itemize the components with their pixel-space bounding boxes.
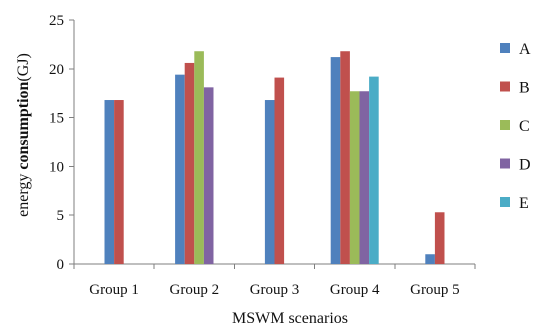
y-axis-title-prefix: energy	[15, 170, 32, 217]
legend-item-a: A	[500, 41, 531, 58]
bar-b	[274, 77, 285, 264]
legend-item-c: C	[500, 118, 530, 135]
y-axis: 0 5 10 15 20 25	[49, 13, 75, 273]
y-tick-label: 15	[49, 111, 64, 127]
x-axis: Group 1 Group 2 Group 3 Group 4 Group 5	[73, 263, 476, 298]
legend-swatch	[500, 120, 510, 130]
bar-b	[340, 51, 350, 265]
legend-label: D	[519, 157, 531, 174]
y-axis-title-suffix: (GJ)	[15, 53, 32, 81]
y-tick-label: 0	[57, 257, 65, 273]
legend-label: B	[519, 80, 530, 97]
legend-swatch	[500, 43, 510, 53]
y-tick-label: 20	[49, 62, 64, 78]
legend-label: A	[519, 41, 531, 58]
bar-e	[369, 76, 379, 264]
legend-label: E	[519, 195, 529, 212]
legend-label: C	[519, 118, 530, 135]
legend-swatch	[500, 197, 510, 207]
x-tick-label: Group 4	[330, 282, 380, 298]
bar-b	[184, 62, 195, 264]
x-tick-label: Group 1	[89, 282, 139, 298]
bars	[104, 51, 445, 265]
x-axis-title: MSWM scenarios	[232, 310, 348, 327]
bar-b	[114, 100, 124, 264]
legend: A B C D E	[500, 41, 531, 212]
bar-b	[434, 212, 445, 264]
y-tick-label: 10	[49, 159, 64, 175]
legend-item-b: B	[500, 80, 530, 97]
legend-swatch	[500, 158, 510, 169]
y-tick-label: 25	[49, 13, 64, 29]
y-tick-label: 5	[57, 208, 65, 224]
x-tick-label: Group 5	[410, 282, 460, 298]
bar-a	[330, 57, 341, 265]
y-axis-title-bold: consumption	[15, 81, 32, 169]
x-tick-label: Group 2	[170, 282, 220, 298]
legend-swatch	[500, 81, 510, 92]
bar-a	[175, 74, 185, 264]
bar-c	[194, 51, 204, 265]
bar-c	[349, 91, 360, 264]
legend-item-e: E	[500, 195, 529, 212]
legend-item-d: D	[500, 157, 531, 174]
bar-d	[359, 91, 370, 264]
bar-a	[425, 254, 435, 264]
x-tick-label: Group 3	[250, 282, 300, 298]
bar-a	[264, 100, 275, 264]
y-axis-title: energy consumption(GJ)	[15, 53, 32, 217]
bar-a	[104, 100, 115, 264]
bar-d	[203, 87, 214, 264]
